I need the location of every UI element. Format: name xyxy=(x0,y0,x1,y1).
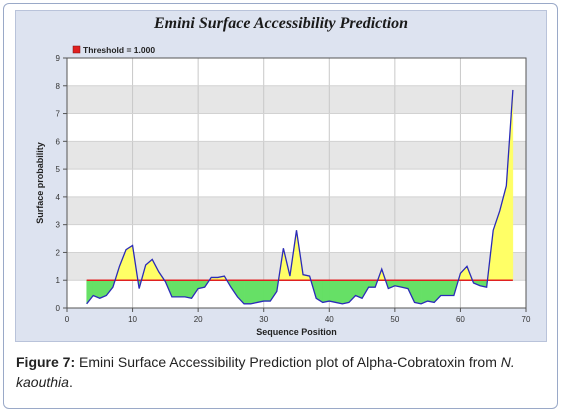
area-below-threshold xyxy=(447,279,455,296)
legend-label: Threshold = 1.000 xyxy=(83,45,155,55)
area-below-threshold xyxy=(420,279,428,305)
caption-end: . xyxy=(68,374,73,390)
plot-band xyxy=(67,85,526,114)
y-tick-label: 0 xyxy=(56,304,61,313)
emini-chart: 0 10 20 30 40 50 60 70 0 1 2 3 4 5 6 7 8 9 Sequence Positi… xyxy=(35,45,531,337)
x-tick-label: 40 xyxy=(325,315,334,324)
x-tick-label: 10 xyxy=(128,315,137,324)
figure-caption: Figure 7: Emini Surface Accessibility Pr… xyxy=(16,352,551,392)
area-below-threshold xyxy=(250,279,258,305)
y-tick-label: 4 xyxy=(56,193,61,202)
plot-band xyxy=(67,141,526,170)
area-below-threshold xyxy=(184,279,192,299)
area-below-threshold xyxy=(440,279,448,296)
y-tick-label: 8 xyxy=(56,82,61,91)
area-below-threshold xyxy=(342,279,350,305)
area-below-threshold xyxy=(427,279,435,303)
y-tick-label: 3 xyxy=(56,221,61,230)
area-below-threshold xyxy=(414,279,422,305)
y-tick-label: 9 xyxy=(56,54,61,63)
x-tick-label: 70 xyxy=(522,315,531,324)
caption-label: Figure 7: xyxy=(16,354,76,370)
area-below-threshold xyxy=(368,279,376,288)
x-tick-label: 30 xyxy=(259,315,268,324)
plot-panel: Emini Surface Accessibility Prediction 0… xyxy=(15,10,547,342)
x-tick-label: 0 xyxy=(65,315,70,324)
plot-band xyxy=(67,113,526,142)
caption-text: Emini Surface Accessibility Prediction p… xyxy=(75,354,501,370)
y-tick-label: 2 xyxy=(56,248,61,257)
area-above-threshold xyxy=(125,245,133,281)
y-tick-label: 5 xyxy=(56,165,61,174)
area-below-threshold xyxy=(243,279,251,305)
x-tick-label: 50 xyxy=(390,315,399,324)
chart-title: Emini Surface Accessibility Prediction xyxy=(153,15,409,32)
y-tick-label: 1 xyxy=(56,276,61,285)
plot-border xyxy=(66,57,527,309)
area-below-threshold xyxy=(256,279,264,303)
y-axis-label: Surface probability xyxy=(35,142,45,224)
plot-band xyxy=(67,196,526,225)
area-below-threshold xyxy=(335,279,343,305)
area-below-threshold xyxy=(322,279,330,303)
area-below-threshold xyxy=(171,279,179,298)
series-line xyxy=(86,89,514,305)
x-axis-label: Sequence Position xyxy=(256,327,337,337)
plot-band xyxy=(67,169,526,197)
legend-swatch xyxy=(72,45,81,54)
caption-species: N. kaouthia xyxy=(16,354,515,390)
area-below-threshold xyxy=(178,279,186,298)
y-tick-label: 6 xyxy=(56,137,61,146)
area-below-threshold xyxy=(263,279,271,302)
area-below-threshold xyxy=(329,279,337,303)
plot-band xyxy=(67,58,526,86)
x-tick-label: 60 xyxy=(456,315,465,324)
x-tick-label: 20 xyxy=(194,315,203,324)
y-tick-label: 7 xyxy=(56,110,61,119)
